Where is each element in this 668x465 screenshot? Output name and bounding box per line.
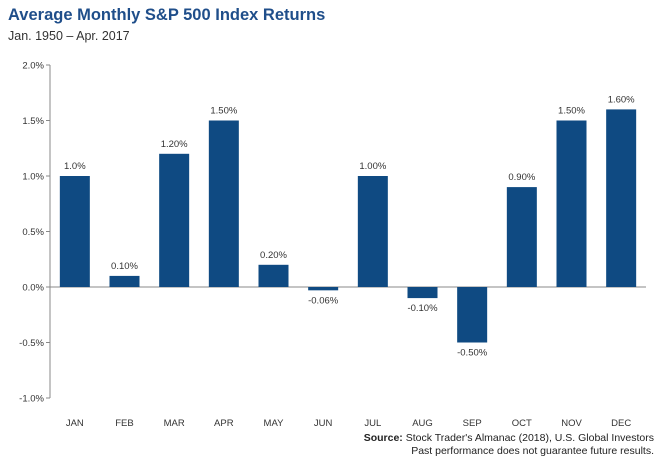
x-tick-label: NOV bbox=[561, 418, 582, 429]
bar-nov bbox=[556, 120, 587, 287]
data-label-dec: 1.60% bbox=[608, 94, 635, 105]
bar-feb bbox=[109, 275, 140, 287]
data-label-jun: -0.06% bbox=[308, 295, 339, 306]
source-label: Source: bbox=[363, 432, 403, 444]
bar-sep bbox=[457, 287, 488, 343]
chart-footer: Source: Stock Trader's Almanac (2018), U… bbox=[364, 432, 654, 458]
y-tick-label: 1.0% bbox=[22, 172, 44, 183]
y-tick-label: -0.5% bbox=[19, 338, 44, 349]
x-tick-label: MAR bbox=[164, 418, 185, 429]
data-label-aug: -0.10% bbox=[407, 303, 438, 314]
bar-jun bbox=[308, 287, 339, 291]
disclaimer: Past performance does not guarantee futu… bbox=[411, 445, 654, 457]
bar-aug bbox=[407, 287, 438, 299]
y-tick-label: 0.0% bbox=[22, 283, 44, 294]
bar-may bbox=[258, 264, 289, 287]
bar-apr bbox=[208, 120, 239, 287]
data-label-may: 0.20% bbox=[260, 250, 287, 261]
x-tick-label: DEC bbox=[611, 418, 631, 429]
chart-subtitle: Jan. 1950 – Apr. 2017 bbox=[8, 29, 130, 43]
data-label-mar: 1.20% bbox=[161, 139, 188, 150]
chart-title: Average Monthly S&P 500 Index Returns bbox=[8, 6, 326, 24]
bar-dec bbox=[606, 109, 637, 288]
y-tick-label: -1.0% bbox=[19, 394, 44, 405]
x-tick-label: MAY bbox=[264, 418, 285, 429]
y-tick-label: 1.5% bbox=[22, 116, 44, 127]
x-tick-label: JUL bbox=[364, 418, 381, 429]
x-tick-label: APR bbox=[214, 418, 234, 429]
bar-oct bbox=[506, 187, 537, 287]
data-label-nov: 1.50% bbox=[558, 106, 585, 117]
data-label-jan: 1.0% bbox=[64, 161, 86, 172]
source-text: Stock Trader's Almanac (2018), U.S. Glob… bbox=[405, 432, 654, 444]
y-tick-label: 0.5% bbox=[22, 227, 44, 238]
x-tick-label: JUN bbox=[314, 418, 333, 429]
bar-jul bbox=[357, 176, 388, 287]
bar-mar bbox=[159, 153, 190, 287]
data-label-jul: 1.00% bbox=[359, 161, 386, 172]
x-tick-label: JAN bbox=[66, 418, 84, 429]
data-label-sep: -0.50% bbox=[457, 348, 488, 359]
x-tick-label: FEB bbox=[115, 418, 133, 429]
data-label-oct: 0.90% bbox=[508, 172, 535, 183]
bar-jan bbox=[59, 176, 90, 287]
x-tick-label: SEP bbox=[463, 418, 482, 429]
data-label-feb: 0.10% bbox=[111, 261, 138, 272]
data-label-apr: 1.50% bbox=[210, 106, 237, 117]
source-line: Source: Stock Trader's Almanac (2018), U… bbox=[364, 432, 654, 445]
y-tick-label: 2.0% bbox=[22, 61, 44, 72]
x-tick-label: AUG bbox=[412, 418, 433, 429]
x-tick-label: OCT bbox=[512, 418, 532, 429]
